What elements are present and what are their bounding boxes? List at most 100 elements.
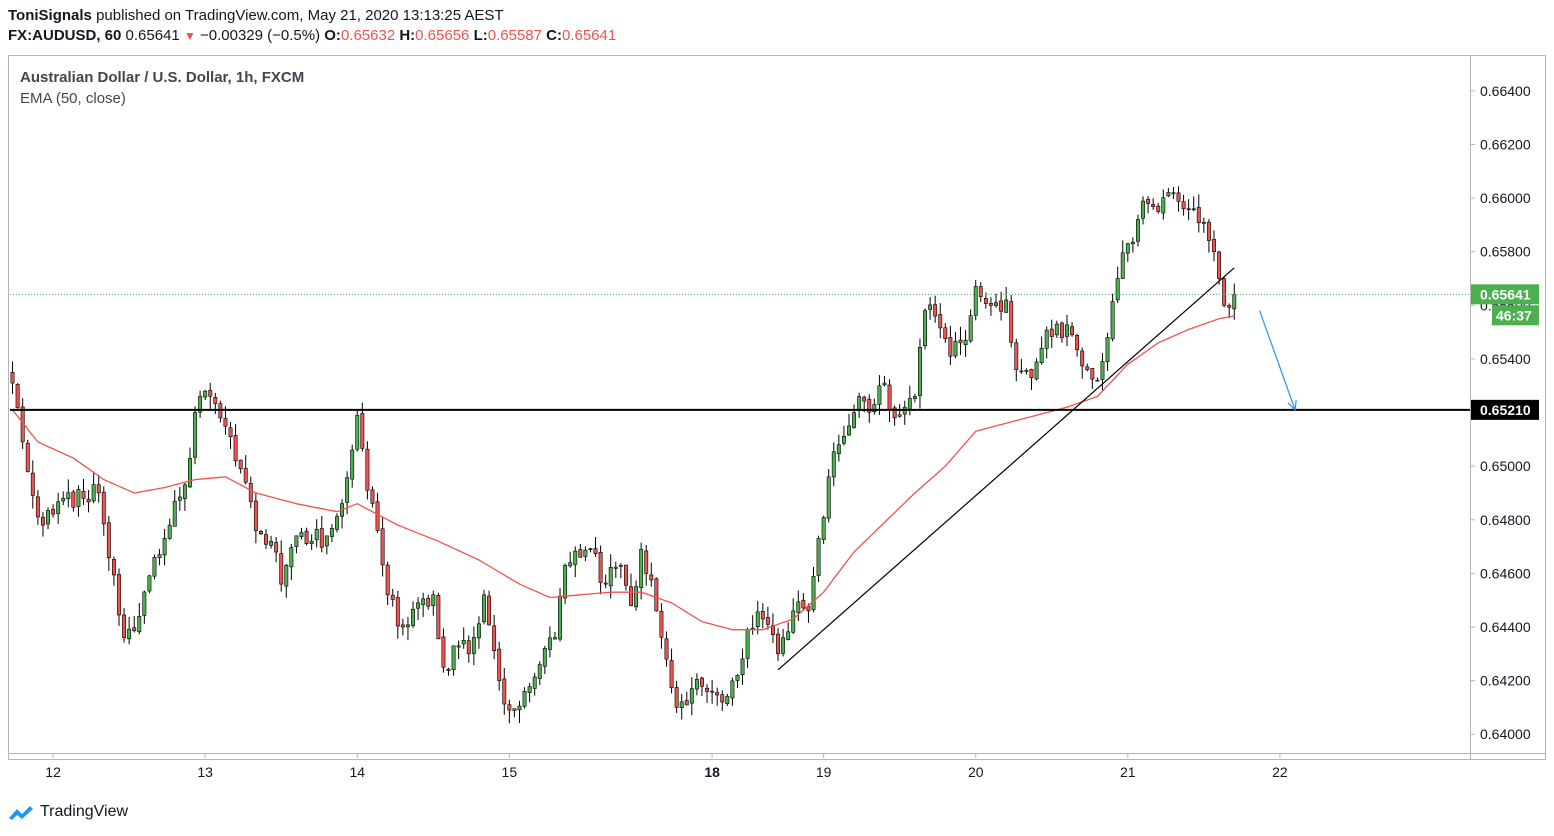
candle-down — [122, 614, 127, 639]
chart-title: Australian Dollar / U.S. Dollar, 1h, FXC… — [20, 69, 304, 86]
candle-up — [872, 404, 877, 412]
candle-down — [999, 300, 1004, 312]
candle-up — [735, 674, 740, 681]
candle-up — [1024, 369, 1029, 372]
candle-up — [542, 648, 547, 667]
candle-down — [1222, 278, 1227, 306]
candle-up — [816, 538, 821, 576]
candle-down — [274, 542, 279, 553]
candle-down — [106, 522, 111, 558]
candle-up — [537, 664, 542, 679]
countdown-tag-label: 46:37 — [1496, 307, 1532, 323]
open-label: O: — [324, 27, 341, 44]
candle-down — [71, 491, 76, 508]
candle-up — [461, 639, 466, 645]
candle-up — [1065, 324, 1069, 337]
candle-up — [193, 412, 197, 458]
price-tick-label: 0.65800 — [1480, 244, 1531, 260]
candle-down — [497, 648, 502, 681]
candle-down — [578, 549, 583, 558]
publish-line: ToniSignals published on TradingView.com… — [8, 6, 616, 26]
candle-up — [1044, 329, 1049, 349]
candle-down — [720, 694, 725, 703]
candle-down — [1146, 198, 1151, 204]
candle-down — [1059, 322, 1064, 338]
candle-up — [1130, 241, 1135, 245]
candle-up — [1171, 192, 1176, 195]
candle-up — [314, 528, 319, 541]
candle-down — [1090, 368, 1095, 380]
candle-up — [345, 477, 350, 503]
candle-down — [111, 558, 116, 576]
candle-up — [167, 524, 172, 539]
candle-down — [659, 611, 664, 638]
time-tick-label: 22 — [1272, 764, 1288, 780]
candle-up — [918, 347, 922, 396]
candle-up — [755, 611, 760, 627]
candle-up — [1054, 323, 1059, 336]
price-tick-label: 0.64400 — [1480, 619, 1531, 635]
candle-down — [1206, 221, 1211, 241]
candle-up — [821, 517, 826, 541]
candle-down — [395, 597, 400, 627]
candle-down — [776, 633, 780, 655]
candle-up — [324, 535, 329, 547]
candle-down — [390, 594, 395, 600]
trend-line[interactable] — [777, 267, 1235, 671]
price-tick-label: 0.64000 — [1480, 726, 1531, 742]
candle-up — [750, 627, 755, 630]
candle-down — [629, 586, 633, 606]
candle-down — [319, 528, 324, 548]
candle-up — [1161, 197, 1166, 214]
candle-up — [1186, 208, 1191, 211]
symbol-label[interactable]: FX:AUDUSD, 60 — [8, 27, 122, 44]
candle-down — [441, 636, 446, 668]
brand-footer[interactable]: TradingView — [8, 803, 128, 821]
candle-down — [715, 692, 720, 696]
candle-up — [1100, 361, 1105, 380]
candle-down — [684, 700, 689, 706]
candle-up — [1115, 278, 1120, 301]
candle-up — [573, 550, 578, 565]
candle-up — [177, 496, 182, 501]
candle-up — [1125, 243, 1130, 254]
candle-up — [411, 608, 415, 626]
candle-up — [522, 691, 527, 707]
candle-down — [360, 413, 365, 449]
candle-down — [1181, 201, 1186, 210]
candle-down — [938, 314, 943, 329]
candles — [10, 186, 1237, 724]
candle-up — [725, 695, 730, 704]
candle-up — [471, 637, 476, 654]
high-value: 0.65656 — [415, 27, 470, 44]
candle-down — [1029, 369, 1034, 378]
tradingview-logo-icon — [9, 806, 33, 820]
candle-down — [81, 491, 86, 499]
candle-down — [887, 384, 892, 410]
forecast-arrow[interactable] — [1259, 310, 1297, 412]
quote-line: FX:AUDUSD, 60 0.65641 ▼ −0.00329 (−0.5%)… — [8, 26, 616, 46]
candle-up — [512, 708, 517, 711]
candle-down — [771, 625, 775, 635]
candle-up — [1166, 192, 1171, 197]
candle-up — [791, 610, 796, 633]
author-name[interactable]: ToniSignals — [8, 7, 92, 24]
time-axis[interactable]: 12 13 14 15 18 19 20 21 22 — [45, 753, 1288, 780]
candle-up — [608, 567, 613, 587]
candle-down — [238, 459, 243, 470]
candle-up — [811, 576, 816, 611]
candle-up — [421, 598, 426, 605]
candle-up — [547, 637, 552, 650]
candle-up — [406, 624, 410, 628]
candle-up — [786, 631, 791, 640]
candle-up — [1201, 221, 1206, 224]
candle-up — [907, 398, 912, 410]
candle-up — [203, 390, 208, 398]
candle-up — [527, 686, 532, 693]
candle-up — [928, 304, 933, 310]
candle-down — [507, 704, 512, 711]
brand-name: TradingView — [40, 803, 129, 820]
candle-down — [375, 501, 380, 531]
candle-down — [426, 597, 431, 607]
